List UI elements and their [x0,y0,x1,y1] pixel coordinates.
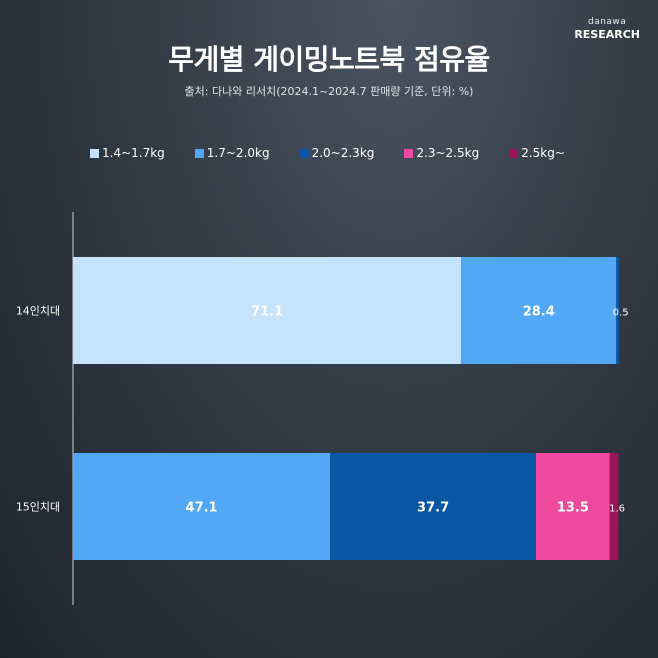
legend-label-4: 2.5kg~ [521,146,565,160]
legend: 1.4~1.7kg 1.7~2.0kg 2.0~2.3kg 2.3~2.5kg … [90,146,620,160]
bar-1-4 [609,453,619,560]
legend-swatch-1 [194,148,204,158]
legend-item-0: 1.4~1.7kg [90,146,165,160]
legend-swatch-0 [90,148,99,158]
chart-title: 무게별 게이밍노트북 점유율 [168,43,490,76]
data-label-0-1: 28.4 [523,305,555,320]
brand-line2: RESEARCH [574,28,640,41]
legend-item-4: 2.5kg~ [509,146,565,160]
legend-label-0: 1.4~1.7kg [102,146,165,160]
bar-0-1 [461,257,617,364]
legend-swatch-3 [404,148,414,158]
data-label-1-4: 1.6 [609,504,625,515]
legend-swatch-4 [509,148,519,158]
brand-logo: danawa RESEARCH [574,17,640,41]
chart-subtitle: 출처: 다나와 리서치(2024.1~2024.7 판매량 기준, 단위: %) [184,85,474,98]
data-label-1-3: 13.5 [557,501,589,516]
bar-1-1 [73,453,331,560]
bar-1-2 [330,453,537,560]
legend-label-1: 1.7~2.0kg [206,146,270,160]
brand-line1: danawa [587,17,627,27]
data-label-0-0: 71.1 [251,305,283,320]
data-label-0-2: 0.5 [613,308,629,319]
legend-label-3: 2.3~2.5kg [416,146,480,160]
category-label-0: 14인치대 [16,305,60,318]
legend-swatch-2 [299,148,309,158]
legend-item-1: 1.7~2.0kg [194,146,270,160]
legend-item-3: 2.3~2.5kg [404,146,479,160]
bar-0-0 [73,257,462,364]
legend-label-2: 2.0~2.3kg [311,146,375,160]
data-label-1-2: 37.7 [417,501,449,516]
legend-item-2: 2.0~2.3kg [299,146,375,160]
data-label-1-1: 47.1 [186,501,218,516]
bar-1-3 [536,453,610,560]
bar-0-2 [616,257,619,364]
category-label-1: 15인치대 [16,501,60,514]
